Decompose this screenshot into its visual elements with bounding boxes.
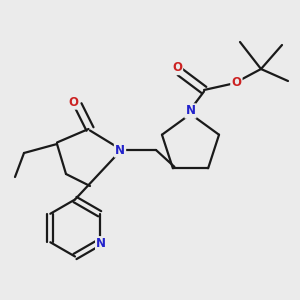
Text: O: O <box>68 95 79 109</box>
Text: N: N <box>185 104 196 118</box>
Text: O: O <box>172 61 182 74</box>
Text: O: O <box>231 76 242 89</box>
Text: N: N <box>115 143 125 157</box>
Text: N: N <box>96 237 106 250</box>
